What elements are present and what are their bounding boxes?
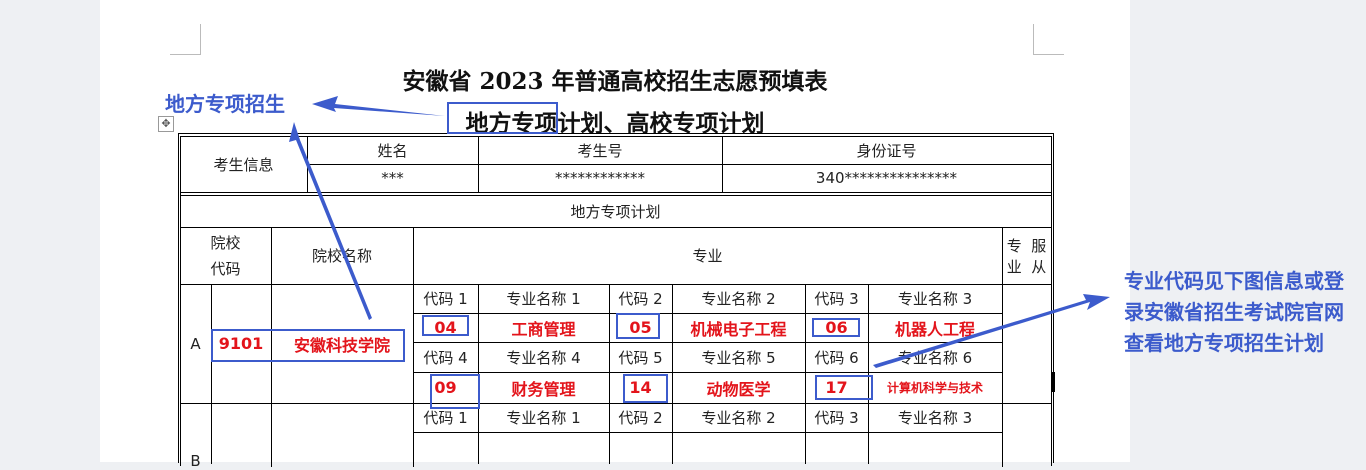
major-code: 06 [825, 318, 848, 337]
major-name: 工商管理 [511, 319, 576, 339]
table-border [413, 313, 1002, 314]
highlight-box [430, 374, 480, 409]
school-name-header: 院校名称 [311, 247, 372, 265]
major-code: 05 [629, 318, 652, 337]
column-label: 专业名称 2 [701, 290, 776, 308]
table-border [271, 227, 272, 467]
annotation-left: 地方专项招生 [165, 92, 285, 116]
table-border [413, 342, 1002, 343]
table-border [180, 227, 1052, 228]
major-code: 09 [434, 378, 457, 397]
arrow-to-left-label [312, 96, 445, 116]
major-name: 机械电子工程 [690, 319, 787, 339]
plan-title: 地方专项计划 [570, 202, 661, 221]
highlight-box [422, 315, 469, 336]
id-card-value: 340*************** [815, 169, 958, 187]
column-label: 专业名称 2 [701, 409, 776, 427]
major-name: 财务管理 [511, 379, 576, 399]
exam-id-value: ************ [555, 169, 645, 187]
table-border [805, 284, 806, 464]
table-border [672, 284, 673, 464]
column-label: 专业名称 1 [506, 409, 581, 427]
id-card-header: 身份证号 [856, 141, 917, 160]
margin-corner [170, 24, 201, 55]
column-label: 专业名称 4 [506, 348, 581, 367]
table-border [211, 284, 212, 464]
row-letter: A [190, 334, 201, 353]
doc-title: 安徽省 2023 年普通高校招生志愿预填表 [402, 68, 828, 95]
table-border [180, 195, 1052, 196]
table-move-handle-icon[interactable]: ✥ [158, 116, 174, 132]
table-border [180, 403, 1052, 404]
major-name: 动物医学 [706, 379, 771, 399]
school-code-header-text: 院校代码 [210, 233, 241, 278]
column-label: 代码 2 [618, 290, 663, 308]
table-border [1053, 133, 1054, 463]
arrow-up-from-school [289, 122, 372, 320]
school-name: 安徽科技学院 [293, 335, 390, 355]
column-label: 专业名称 3 [897, 290, 973, 308]
major-name: 计算机科学与技术 [886, 381, 983, 395]
arrow-to-right-label [873, 294, 1110, 368]
highlight-box [616, 313, 660, 339]
major-code: 14 [629, 378, 652, 397]
major-code: 17 [825, 378, 848, 397]
table-border [178, 133, 1054, 134]
header-line: 服从 [1031, 236, 1047, 276]
table-border [609, 284, 610, 464]
table-border [180, 192, 1052, 193]
highlight-box [623, 374, 668, 403]
column-label: 代码 2 [618, 409, 663, 427]
row-letter: B [190, 452, 201, 470]
column-label: 代码 5 [618, 348, 663, 367]
name-value: *** [381, 169, 404, 187]
table-border [1002, 227, 1003, 467]
major-name: 机器人工程 [894, 319, 975, 339]
header-line: 专业 [1006, 236, 1022, 276]
cursor-mark [1052, 372, 1055, 392]
column-label: 代码 1 [423, 409, 468, 427]
column-label: 专业名称 1 [506, 290, 581, 308]
table-border [307, 164, 1052, 165]
table-border [868, 284, 869, 464]
table-border [178, 133, 179, 463]
table-border [180, 284, 1052, 285]
student-info-label: 考生信息 [213, 155, 274, 174]
major-code: 04 [434, 318, 457, 337]
column-label: 代码 3 [814, 290, 859, 308]
school-code: 9101 [218, 334, 264, 353]
column-label: 代码 1 [423, 290, 468, 308]
column-label: 代码 6 [814, 348, 859, 367]
margin-corner [1033, 24, 1064, 55]
table-border [180, 136, 1052, 137]
school-code-header: 院校代码 [180, 227, 271, 284]
highlight-box [815, 375, 873, 400]
column-label: 专业名称 5 [701, 348, 776, 367]
highlight-box [812, 318, 860, 337]
name-header: 姓名 [377, 141, 408, 160]
column-label: 代码 4 [423, 348, 468, 367]
table-border [1051, 136, 1052, 466]
major-header: 专业 [692, 247, 723, 265]
table-border [413, 432, 1002, 433]
annotation-right: 专业代码见下图信息或登录安徽省招生考试院官网查看地方专项招生计划 [1124, 269, 1344, 355]
column-label: 代码 3 [814, 409, 859, 427]
exam-id-header: 考生号 [577, 141, 623, 160]
highlight-box [211, 329, 405, 362]
obey-header: 专业 服从 [1002, 227, 1051, 284]
table-border [180, 136, 181, 466]
table-border [413, 372, 1002, 373]
highlight-box [447, 102, 558, 134]
column-label: 专业名称 3 [897, 409, 973, 427]
table-border [413, 227, 414, 467]
